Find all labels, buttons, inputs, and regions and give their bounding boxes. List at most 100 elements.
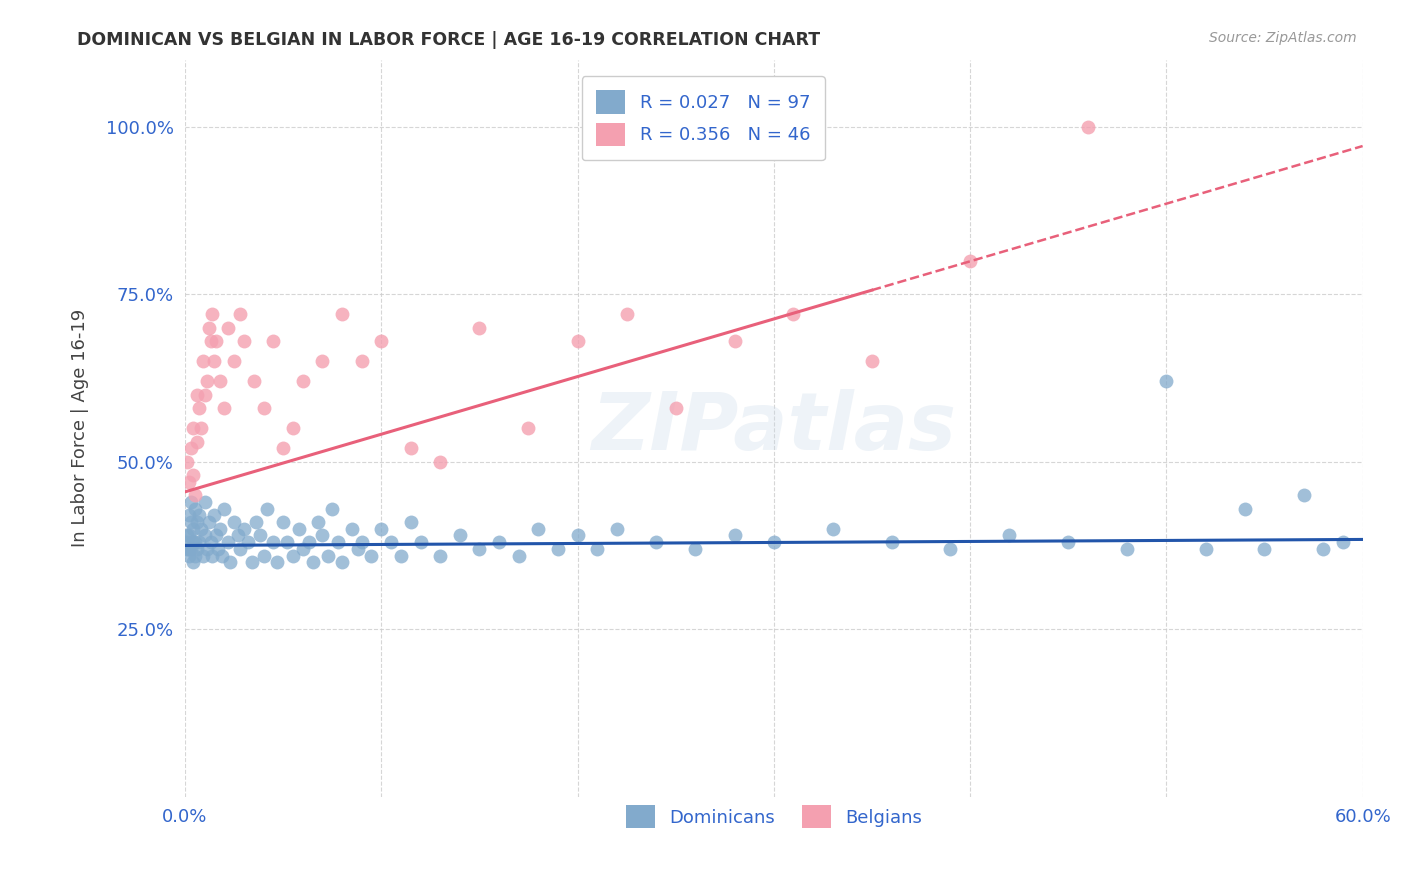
Point [190,421,212,435]
Point [177,549,200,563]
Point [249,528,271,542]
Point [316,549,339,563]
Point [222,354,245,368]
Point [176,455,198,469]
Point [195,541,218,556]
Text: Source: ZipAtlas.com: Source: ZipAtlas.com [1209,31,1357,45]
Point [370,334,392,348]
Point [187,508,209,523]
Point [1116,541,1139,556]
Point [723,528,745,542]
Point [201,307,224,321]
Point [240,555,263,569]
Legend: Dominicans, Belgians: Dominicans, Belgians [619,798,929,836]
Point [288,522,311,536]
Point [1156,374,1178,388]
Point [181,555,204,569]
Point [547,541,569,556]
Point [298,535,321,549]
Point [176,541,198,556]
Point [281,421,304,435]
Point [939,541,962,556]
Point [468,320,491,334]
Point [449,528,471,542]
Point [180,541,202,556]
Point [488,535,510,549]
Point [821,522,844,536]
Point [194,387,217,401]
Point [232,334,254,348]
Point [209,522,232,536]
Y-axis label: In Labor Force | Age 16-19: In Labor Force | Age 16-19 [72,309,89,548]
Point [200,535,222,549]
Point [1292,488,1315,502]
Point [190,522,212,536]
Point [330,555,353,569]
Point [219,555,242,569]
Point [360,549,382,563]
Point [177,475,200,489]
Point [195,374,218,388]
Point [262,535,284,549]
Point [1331,535,1354,549]
Point [959,253,981,268]
Text: ZIPatlas: ZIPatlas [592,389,956,467]
Point [262,334,284,348]
Point [176,535,198,549]
Point [1077,120,1099,134]
Point [207,541,229,556]
Point [236,535,259,549]
Point [291,374,314,388]
Point [370,522,392,536]
Point [187,535,209,549]
Point [1194,541,1216,556]
Point [340,522,363,536]
Point [346,541,368,556]
Point [1233,501,1256,516]
Point [350,535,373,549]
Point [321,501,343,516]
Point [308,515,330,529]
Point [186,541,208,556]
Point [214,401,236,415]
Point [204,508,226,523]
Point [301,555,323,569]
Point [567,334,589,348]
Point [645,535,668,549]
Point [517,421,540,435]
Point [191,549,214,563]
Point [1057,535,1080,549]
Point [197,320,219,334]
Point [256,501,278,516]
Point [389,549,412,563]
Point [665,401,688,415]
Point [252,401,274,415]
Point [276,535,298,549]
Point [181,468,204,483]
Point [181,421,204,435]
Point [184,488,207,502]
Point [380,535,402,549]
Point [229,541,252,556]
Point [326,535,349,549]
Point [508,549,530,563]
Point [184,549,207,563]
Point [291,541,314,556]
Point [222,515,245,529]
Point [616,307,638,321]
Point [242,374,264,388]
Point [880,535,903,549]
Point [201,549,224,563]
Point [232,522,254,536]
Point [271,442,294,456]
Point [194,495,217,509]
Point [1312,541,1334,556]
Point [184,535,207,549]
Point [245,515,267,529]
Point [211,549,233,563]
Point [180,515,202,529]
Point [197,515,219,529]
Point [187,401,209,415]
Point [311,354,333,368]
Point [252,549,274,563]
